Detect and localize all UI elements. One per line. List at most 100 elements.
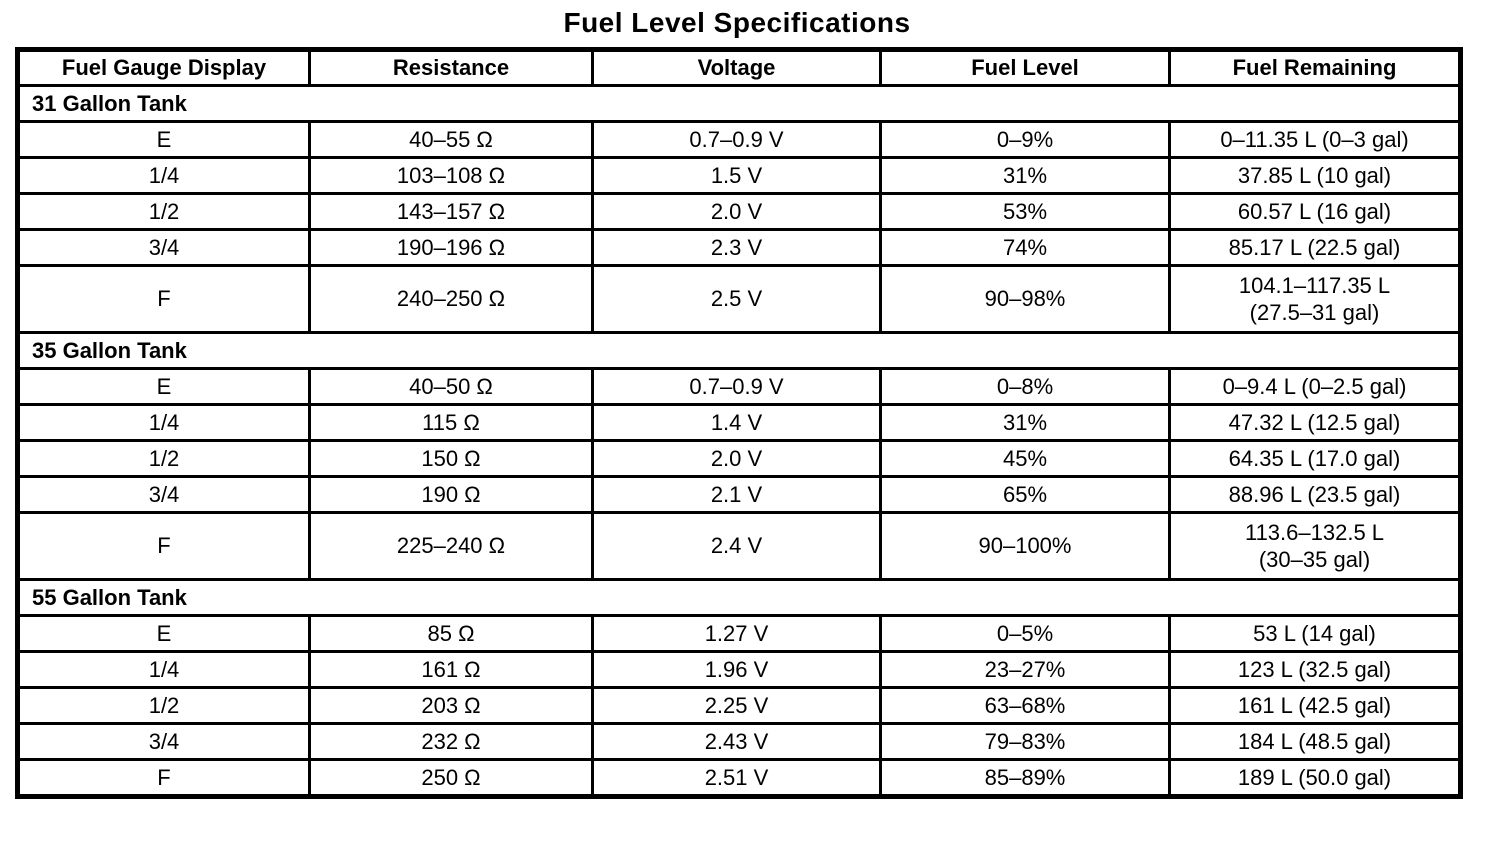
cell-fuel-remaining: 123 L (32.5 gal) (1168, 650, 1462, 689)
section-header-row: 31 Gallon Tank (16, 84, 1462, 123)
page-title: Fuel Level Specifications (563, 7, 911, 38)
cell-gauge-display: 1/4 (16, 650, 311, 689)
cell-resistance: 190–196 Ω (308, 228, 594, 267)
cell-fuel-remaining: 184 L (48.5 gal) (1168, 722, 1462, 761)
cell-fuel-level: 45% (879, 439, 1171, 478)
cell-resistance: 150 Ω (308, 439, 594, 478)
column-header-fuel-level: Fuel Level (879, 48, 1171, 87)
table-row: F 250 Ω 2.51 V 85–89% 189 L (50.0 gal) (16, 758, 1462, 798)
table-row: 1/2 150 Ω 2.0 V 45% 64.35 L (17.0 gal) (16, 439, 1462, 478)
cell-voltage: 2.3 V (591, 228, 882, 267)
cell-voltage: 1.27 V (591, 614, 882, 653)
table-row: E 85 Ω 1.27 V 0–5% 53 L (14 gal) (16, 614, 1462, 653)
column-header-voltage: Voltage (591, 48, 882, 87)
cell-fuel-level: 90–100% (879, 511, 1171, 581)
table-row: 1/2 143–157 Ω 2.0 V 53% 60.57 L (16 gal) (16, 192, 1462, 231)
cell-fuel-level: 65% (879, 475, 1171, 514)
cell-fuel-remaining: 104.1–117.35 L (27.5–31 gal) (1168, 264, 1462, 334)
section-header-row: 55 Gallon Tank (16, 578, 1462, 617)
header-row: Fuel Gauge Display Resistance Voltage Fu… (16, 48, 1462, 87)
cell-voltage: 2.51 V (591, 758, 882, 798)
cell-resistance: 103–108 Ω (308, 156, 594, 195)
cell-gauge-display: E (16, 614, 311, 653)
cell-fuel-level: 79–83% (879, 722, 1171, 761)
cell-fuel-level: 85–89% (879, 758, 1171, 798)
cell-gauge-display: F (16, 758, 311, 798)
cell-resistance: 250 Ω (308, 758, 594, 798)
cell-voltage: 1.96 V (591, 650, 882, 689)
table-row: 1/4 161 Ω 1.96 V 23–27% 123 L (32.5 gal) (16, 650, 1462, 689)
cell-gauge-display: 3/4 (16, 475, 311, 514)
cell-voltage: 1.5 V (591, 156, 882, 195)
table-row: 3/4 190 Ω 2.1 V 65% 88.96 L (23.5 gal) (16, 475, 1462, 514)
cell-fuel-remaining: 64.35 L (17.0 gal) (1168, 439, 1462, 478)
cell-fuel-level: 53% (879, 192, 1171, 231)
table-row: 1/4 103–108 Ω 1.5 V 31% 37.85 L (10 gal) (16, 156, 1462, 195)
cell-resistance: 40–50 Ω (308, 367, 594, 406)
cell-fuel-level: 23–27% (879, 650, 1171, 689)
table-row: 3/4 232 Ω 2.43 V 79–83% 184 L (48.5 gal) (16, 722, 1462, 761)
column-header-resistance: Resistance (308, 48, 594, 87)
cell-fuel-remaining: 0–11.35 L (0–3 gal) (1168, 120, 1462, 159)
cell-fuel-remaining: 0–9.4 L (0–2.5 gal) (1168, 367, 1462, 406)
cell-gauge-display: 3/4 (16, 228, 311, 267)
cell-gauge-display: F (16, 511, 311, 581)
cell-gauge-display: 3/4 (16, 722, 311, 761)
cell-gauge-display: 1/4 (16, 403, 311, 442)
table-row: 1/2 203 Ω 2.25 V 63–68% 161 L (42.5 gal) (16, 686, 1462, 725)
cell-fuel-level: 90–98% (879, 264, 1171, 334)
cell-resistance: 232 Ω (308, 722, 594, 761)
cell-fuel-level: 74% (879, 228, 1171, 267)
cell-gauge-display: 1/4 (16, 156, 311, 195)
cell-voltage: 2.4 V (591, 511, 882, 581)
cell-resistance: 225–240 Ω (308, 511, 594, 581)
cell-fuel-remaining: 60.57 L (16 gal) (1168, 192, 1462, 231)
cell-fuel-level: 0–8% (879, 367, 1171, 406)
cell-fuel-level: 31% (879, 403, 1171, 442)
cell-fuel-level: 0–5% (879, 614, 1171, 653)
table-header: Fuel Gauge Display Resistance Voltage Fu… (16, 48, 1462, 87)
cell-gauge-display: 1/2 (16, 192, 311, 231)
cell-voltage: 2.25 V (591, 686, 882, 725)
cell-gauge-display: E (16, 120, 311, 159)
section-label: 31 Gallon Tank (16, 84, 1462, 123)
cell-fuel-remaining: 53 L (14 gal) (1168, 614, 1462, 653)
spec-table-body: 31 Gallon Tank E 40–55 Ω 0.7–0.9 V 0–9% 0–11.… (16, 84, 1462, 798)
cell-fuel-remaining: 85.17 L (22.5 gal) (1168, 228, 1462, 267)
cell-resistance: 203 Ω (308, 686, 594, 725)
cell-resistance: 240–250 Ω (308, 264, 594, 334)
cell-gauge-display: 1/2 (16, 439, 311, 478)
cell-gauge-display: 1/2 (16, 686, 311, 725)
cell-resistance: 143–157 Ω (308, 192, 594, 231)
column-header-fuel-gauge-display: Fuel Gauge Display (16, 48, 311, 87)
cell-fuel-remaining: 88.96 L (23.5 gal) (1168, 475, 1462, 514)
cell-fuel-level: 31% (879, 156, 1171, 195)
table-row: E 40–50 Ω 0.7–0.9 V 0–8% 0–9.4 L (0–2.5 gal) (16, 367, 1462, 406)
cell-fuel-remaining: 189 L (50.0 gal) (1168, 758, 1462, 798)
cell-fuel-remaining: 47.32 L (12.5 gal) (1168, 403, 1462, 442)
cell-resistance: 85 Ω (308, 614, 594, 653)
cell-fuel-level: 63–68% (879, 686, 1171, 725)
section-label: 35 Gallon Tank (16, 331, 1462, 370)
cell-resistance: 40–55 Ω (308, 120, 594, 159)
cell-fuel-level: 0–9% (879, 120, 1171, 159)
cell-voltage: 0.7–0.9 V (591, 120, 882, 159)
section-label: 55 Gallon Tank (16, 578, 1462, 617)
cell-voltage: 2.0 V (591, 439, 882, 478)
cell-voltage: 2.1 V (591, 475, 882, 514)
cell-voltage: 2.0 V (591, 192, 882, 231)
cell-fuel-remaining: 113.6–132.5 L (30–35 gal) (1168, 511, 1462, 581)
table-row: 1/4 115 Ω 1.4 V 31% 47.32 L (12.5 gal) (16, 403, 1462, 442)
cell-voltage: 0.7–0.9 V (591, 367, 882, 406)
cell-resistance: 115 Ω (308, 403, 594, 442)
cell-fuel-remaining: 37.85 L (10 gal) (1168, 156, 1462, 195)
section-header-row: 35 Gallon Tank (16, 331, 1462, 370)
cell-fuel-remaining: 161 L (42.5 gal) (1168, 686, 1462, 725)
table-row: 3/4 190–196 Ω 2.3 V 74% 85.17 L (22.5 gal) (16, 228, 1462, 267)
table-row: E 40–55 Ω 0.7–0.9 V 0–9% 0–11.35 L (0–3 gal) (16, 120, 1462, 159)
cell-voltage: 2.5 V (591, 264, 882, 334)
fuel-level-spec-table: Fuel Gauge Display Resistance Voltage Fu… (15, 47, 1463, 799)
cell-gauge-display: F (16, 264, 311, 334)
cell-resistance: 161 Ω (308, 650, 594, 689)
